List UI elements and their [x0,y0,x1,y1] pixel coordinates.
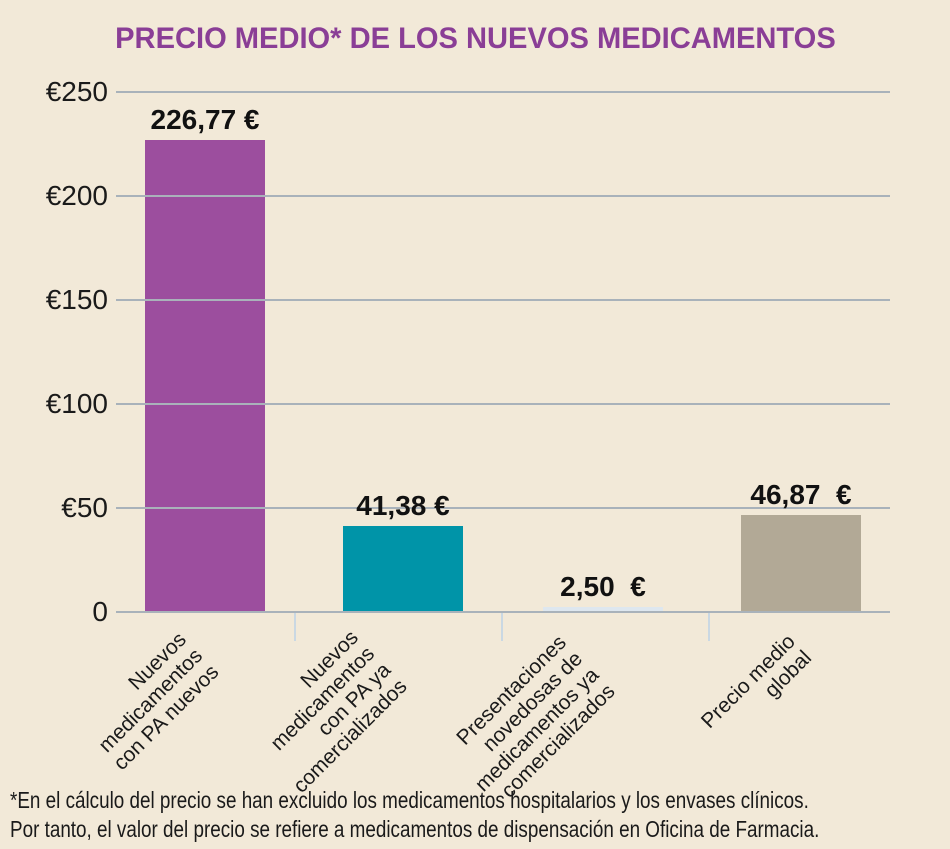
footnote-line-1: *En el cálculo del precio se han excluid… [10,787,809,813]
gridline [116,507,890,509]
y-axis-tick-label: €200 [45,180,108,211]
bar-value-label: 41,38 € [356,489,450,521]
x-axis-tick [501,613,503,641]
x-axis-label: Precio medio global [697,630,816,749]
x-axis-tick [294,613,296,641]
footnote: *En el cálculo del precio se han excluid… [10,786,819,844]
bar-value-label: 2,50 € [560,570,646,602]
x-axis-tick [708,613,710,641]
bar [543,606,663,612]
gridline [116,299,890,301]
x-axis-label: Nuevos medicamentos con PA ya comercializad… [241,626,412,798]
bar [145,140,265,612]
gridline [116,403,890,405]
y-axis-tick-label: €150 [45,284,108,315]
gridline [116,195,890,197]
footnote-line-2: Por tanto, el valor del precio se refier… [10,816,820,842]
gridline [116,611,890,613]
bar [741,514,861,612]
y-axis-tick-label: €100 [45,388,108,419]
bar [343,525,463,612]
gridline [116,91,890,93]
bar-value-label: 46,87 € [750,478,852,510]
y-axis-tick-label: €250 [45,76,108,107]
chart-title: PRECIO MEDIO* DE LOS NUEVOS MEDICAMENTOS [0,22,950,56]
y-axis-tick-label: €50 [61,492,108,523]
bar-value-label: 226,77 € [150,104,260,136]
y-axis-tick-label: 0 [92,596,108,627]
chart-title-text: PRECIO MEDIO* DE LOS NUEVOS MEDICAMENTOS [114,22,836,55]
x-axis-label: Nuevos medicamentos con PA nuevos [77,628,224,775]
